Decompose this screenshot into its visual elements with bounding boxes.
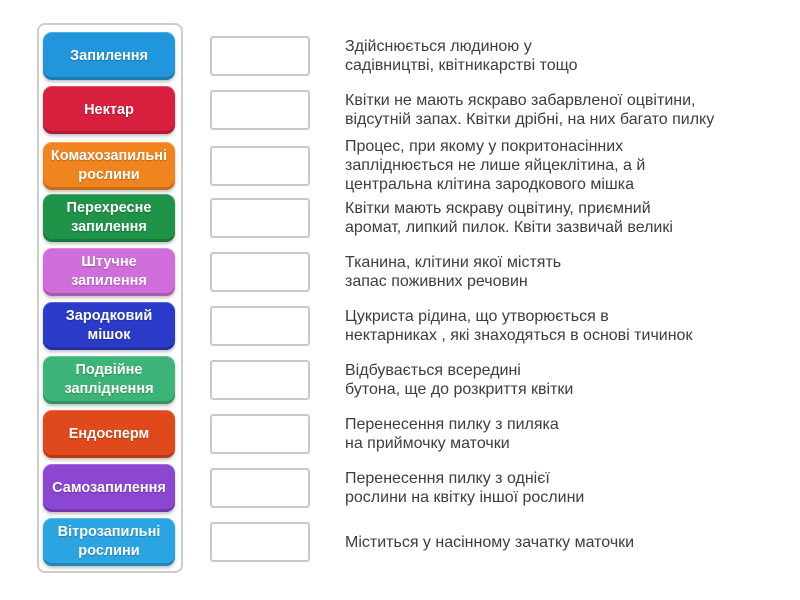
match-row: Запилення Здійснюється людиною у садівни… — [43, 29, 788, 83]
definition-text: Процес, при якому у покритонасінних запл… — [345, 138, 646, 193]
match-row: Перехресне запилення Квітки мають яскрав… — [43, 191, 788, 245]
definition-text: Квітки не мають яскраво забарвленої оцві… — [345, 92, 715, 128]
match-rows: Запилення Здійснюється людиною у садівни… — [43, 29, 788, 569]
term-tile[interactable]: Перехресне запилення — [43, 194, 175, 242]
term-tile[interactable]: Комахозапильні рослини — [43, 141, 175, 190]
definition-text: Перенесення пилку з пиляка на приймочку … — [345, 416, 559, 452]
answer-dropbox[interactable] — [210, 198, 310, 238]
answer-dropbox[interactable] — [210, 90, 310, 130]
answer-dropbox[interactable] — [210, 306, 310, 346]
answer-dropbox[interactable] — [210, 36, 310, 76]
definition-text: Квітки мають яскраву оцвітину, приємний … — [345, 200, 673, 236]
match-row: Нектар Квітки не мають яскраво забарвлен… — [43, 83, 788, 137]
term-tile[interactable]: Зародковий мішок — [43, 302, 175, 350]
match-row: Ендосперм Перенесення пилку з пиляка на … — [43, 407, 788, 461]
match-row: Самозапилення Перенесення пилку з однієї… — [43, 461, 788, 515]
term-tile[interactable]: Нектар — [43, 86, 175, 134]
definition-text: Перенесення пилку з однієї рослини на кв… — [345, 470, 585, 506]
match-row: Штучне запилення Тканина, клітини якої м… — [43, 245, 788, 299]
answer-dropbox[interactable] — [210, 468, 310, 508]
term-tile[interactable]: Ендосперм — [43, 410, 175, 458]
answer-dropbox[interactable] — [210, 414, 310, 454]
answer-dropbox[interactable] — [210, 360, 310, 400]
answer-dropbox[interactable] — [210, 145, 310, 186]
definition-text: Тканина, клітини якої містять запас пожи… — [345, 254, 562, 290]
term-tile[interactable]: Вітрозапильні рослини — [43, 518, 175, 566]
definition-text: Здійснюється людиною у садівництві, квіт… — [345, 38, 578, 74]
term-tile[interactable]: Штучне запилення — [43, 248, 175, 296]
term-tile[interactable]: Самозапилення — [43, 464, 175, 512]
match-row: Зародковий мішок Цукриста рідина, що утв… — [43, 299, 788, 353]
definition-text: Цукриста рідина, що утворюється в нектар… — [345, 308, 693, 344]
answer-dropbox[interactable] — [210, 522, 310, 562]
match-row: Подвійне запліднення Відбувається всеред… — [43, 353, 788, 407]
match-row: Вітрозапильні рослини Міститься у насінн… — [43, 515, 788, 569]
term-tile[interactable]: Подвійне запліднення — [43, 356, 175, 404]
definition-text: Міститься у насінному зачатку маточки — [345, 533, 635, 551]
term-tile[interactable]: Запилення — [43, 32, 175, 80]
match-row: Комахозапильні рослини Процес, при якому… — [43, 137, 788, 193]
answer-dropbox[interactable] — [210, 252, 310, 292]
definition-text: Відбувається всередині бутона, ще до роз… — [345, 362, 574, 398]
